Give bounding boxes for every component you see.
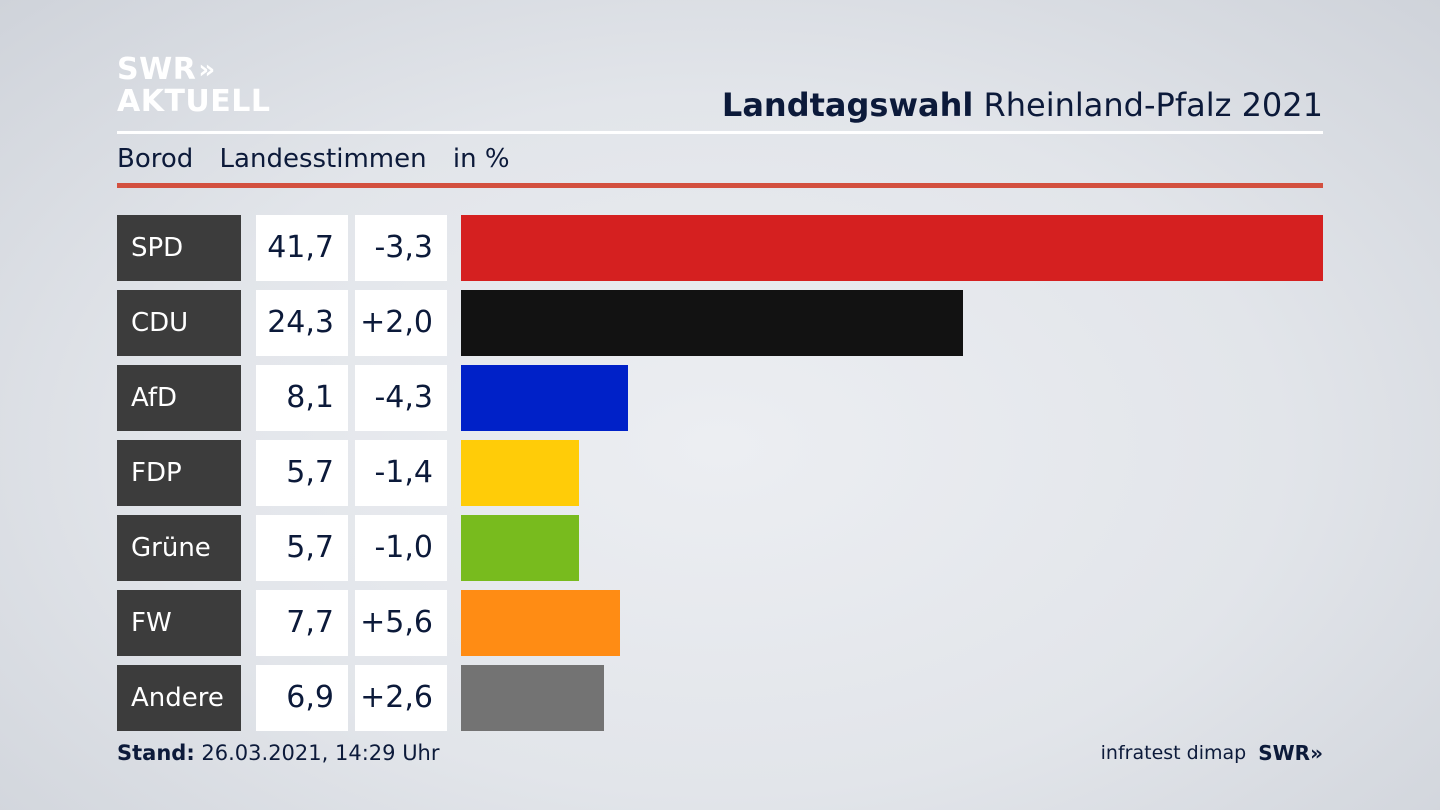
chart-row-6: Andere 6,9 +2,6 xyxy=(117,665,1323,731)
swr-footer-logo: SWR» xyxy=(1258,741,1323,765)
chart-row-5: FW 7,7 +5,6 xyxy=(117,590,1323,656)
change-label: -1,4 xyxy=(355,440,447,506)
party-label: SPD xyxy=(117,215,241,281)
swr-aktuell-logo: SWR » AKTUELL xyxy=(117,54,271,118)
value-label: 5,7 xyxy=(256,515,348,581)
stand-value: 26.03.2021, 14:29 Uhr xyxy=(201,741,440,765)
bar xyxy=(461,440,579,506)
source-credit: infratest dimap SWR» xyxy=(1101,741,1323,765)
value-label: 8,1 xyxy=(256,365,348,431)
timestamp: Stand: 26.03.2021, 14:29 Uhr xyxy=(117,741,440,765)
value-label: 41,7 xyxy=(256,215,348,281)
subtitle-category: Landesstimmen xyxy=(219,144,427,174)
party-label: Grüne xyxy=(117,515,241,581)
chart-row-1: CDU 24,3 +2,0 xyxy=(117,290,1323,356)
header-divider xyxy=(117,131,1323,134)
party-label: Andere xyxy=(117,665,241,731)
stand-label: Stand: xyxy=(117,741,195,765)
source-text: infratest dimap xyxy=(1100,742,1247,764)
party-label: AfD xyxy=(117,365,241,431)
title-rest: Rheinland-Pfalz 2021 xyxy=(983,86,1323,124)
logo-swr-text: SWR xyxy=(117,52,197,87)
bar xyxy=(461,290,963,356)
subtitle-location: Borod xyxy=(117,144,194,174)
chart-title: Landtagswahl Rheinland-Pfalz 2021 xyxy=(722,86,1323,124)
party-label: FDP xyxy=(117,440,241,506)
bar-chart: SPD 41,7 -3,3 CDU 24,3 +2,0 AfD 8,1 -4,3 FDP 5,7 -1… xyxy=(117,215,1323,731)
subtitle-unit: in % xyxy=(452,144,510,174)
change-label: -3,3 xyxy=(355,215,447,281)
value-label: 5,7 xyxy=(256,440,348,506)
bar xyxy=(461,515,579,581)
bar xyxy=(461,590,620,656)
logo-aktuell-text: AKTUELL xyxy=(117,84,271,119)
change-label: +5,6 xyxy=(355,590,447,656)
value-label: 7,7 xyxy=(256,590,348,656)
logo-chevrons-icon: » xyxy=(198,55,215,85)
bar xyxy=(461,365,628,431)
change-label: -4,3 xyxy=(355,365,447,431)
chart-row-2: AfD 8,1 -4,3 xyxy=(117,365,1323,431)
value-label: 24,3 xyxy=(256,290,348,356)
party-label: FW xyxy=(117,590,241,656)
chart-row-3: FDP 5,7 -1,4 xyxy=(117,440,1323,506)
bar xyxy=(461,215,1323,281)
value-label: 6,9 xyxy=(256,665,348,731)
party-label: CDU xyxy=(117,290,241,356)
chart-row-4: Grüne 5,7 -1,0 xyxy=(117,515,1323,581)
change-label: -1,0 xyxy=(355,515,447,581)
chart-row-0: SPD 41,7 -3,3 xyxy=(117,215,1323,281)
title-bold: Landtagswahl xyxy=(721,86,974,124)
chart-subtitle: Borod Landesstimmen in % xyxy=(117,144,528,174)
change-label: +2,0 xyxy=(355,290,447,356)
bar xyxy=(461,665,604,731)
subtitle-divider xyxy=(117,183,1323,188)
change-label: +2,6 xyxy=(355,665,447,731)
